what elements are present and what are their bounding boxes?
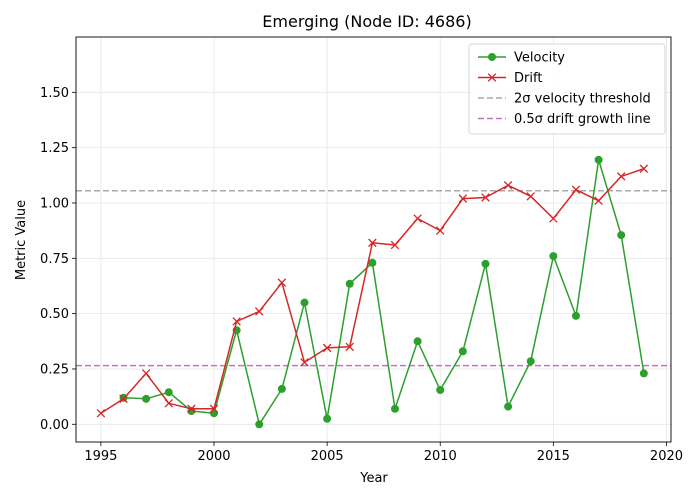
plot-frame [75, 36, 672, 443]
data-point-drift [435, 226, 445, 235]
data-point-drift [368, 238, 377, 248]
legend-box [468, 43, 666, 135]
data-point-velocity [481, 259, 490, 268]
x-axis-label: Year [359, 471, 388, 486]
data-point-drift [300, 358, 309, 367]
data-point-velocity [323, 414, 332, 423]
data-point-drift [187, 404, 196, 414]
data-point-velocity [300, 298, 309, 307]
data-point-velocity [345, 279, 354, 288]
y-tick-label: 0.25 [40, 362, 69, 377]
data-point-drift [639, 164, 649, 173]
legend-swatch-marker [488, 53, 496, 61]
x-axis-ticks: 1995 2000 2005 2010 2015 2020 [84, 442, 683, 464]
x-tick-label: 2010 [424, 449, 457, 464]
y-tick-label: 1.50 [40, 86, 69, 101]
data-point-velocity [639, 369, 648, 378]
legend-label: Drift [514, 71, 542, 86]
data-point-velocity [549, 252, 558, 261]
y-tick-label: 1.25 [40, 141, 69, 156]
legend-label: 0.5σ drift growth line [514, 112, 651, 127]
data-point-drift [571, 185, 581, 194]
data-point-velocity [458, 347, 467, 356]
data-point-drift [594, 196, 603, 206]
data-point-velocity [526, 357, 535, 366]
data-point-velocity [436, 385, 445, 394]
legend-swatch-marker [487, 73, 497, 82]
data-point-velocity [368, 258, 377, 267]
data-point-drift [549, 214, 558, 223]
data-point-velocity [594, 155, 603, 164]
data-point-velocity [504, 402, 513, 411]
y-tick-label: 0.50 [40, 307, 69, 322]
series-layer [96, 155, 649, 429]
data-point-drift [390, 240, 400, 250]
data-point-drift [141, 369, 151, 378]
data-point-velocity [164, 388, 173, 397]
data-point-velocity [571, 311, 580, 320]
y-tick-label: 1.00 [40, 196, 69, 211]
y-tick-label: 0.00 [40, 418, 69, 433]
data-point-drift [458, 194, 468, 203]
y-tick-label: 0.75 [40, 252, 69, 267]
data-point-drift [526, 192, 535, 201]
y-axis-label: Metric Value [14, 200, 29, 280]
x-tick-label: 2020 [650, 449, 683, 464]
legend-label: Velocity [514, 51, 565, 66]
legend: Velocity Drift 2σ velocity threshold 0.5σ d… [468, 43, 666, 135]
data-point-drift [209, 404, 219, 414]
x-tick-label: 1995 [84, 449, 117, 464]
data-point-drift [481, 193, 490, 202]
data-point-drift [413, 214, 422, 223]
chart-title: Emerging (Node ID: 4686) [262, 12, 471, 31]
series-line-drift [100, 167, 645, 414]
x-tick-label: 2015 [537, 449, 570, 464]
series-line-velocity [123, 159, 645, 426]
data-point-drift [96, 408, 106, 418]
data-point-drift [616, 172, 626, 181]
x-tick-label: 2005 [311, 449, 344, 464]
data-point-drift [322, 343, 332, 353]
data-point-velocity [210, 409, 219, 418]
data-point-velocity [255, 420, 264, 429]
data-point-velocity [142, 394, 151, 403]
data-point-velocity [390, 404, 399, 413]
data-point-drift [277, 278, 287, 287]
data-point-velocity [413, 337, 422, 346]
legend-label: 2σ velocity threshold [514, 92, 651, 107]
reference-lines [76, 190, 671, 367]
data-point-drift [232, 317, 241, 326]
data-point-drift [345, 342, 355, 352]
data-point-drift [503, 181, 513, 190]
data-point-drift [119, 394, 128, 404]
data-point-drift [164, 399, 174, 408]
data-point-velocity [617, 231, 626, 240]
data-point-drift [254, 307, 264, 316]
data-point-velocity [277, 384, 286, 393]
y-axis-ticks: 0.00 0.25 0.50 0.75 1.00 1.25 1.50 [40, 86, 76, 433]
x-tick-label: 2000 [197, 449, 230, 464]
